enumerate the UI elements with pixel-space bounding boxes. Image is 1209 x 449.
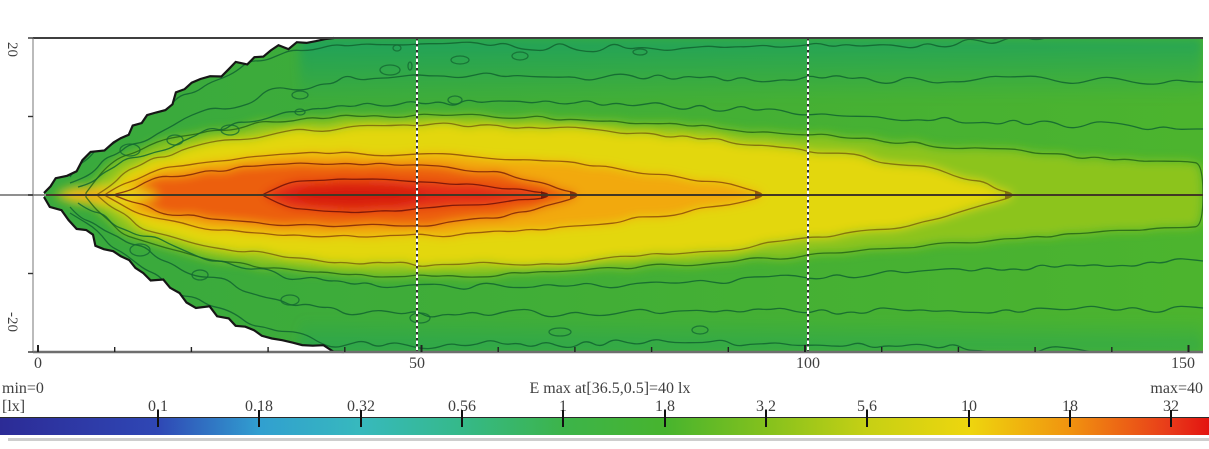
contour-blob — [511, 51, 529, 61]
contour-0.56 — [69, 38, 1096, 178]
contour-blob — [632, 48, 648, 56]
colorbar-tick — [664, 410, 666, 427]
x-tick-label: 50 — [409, 355, 425, 372]
colorbar-tick — [360, 410, 362, 427]
beam-edge-upper — [43, 36, 335, 194]
x-tick-label: 0 — [34, 355, 42, 372]
colorbar-tick — [461, 410, 463, 427]
contour-1.8 — [77, 99, 1203, 188]
colorbar-label: 5.6 — [857, 398, 877, 415]
beam-edge-lower — [43, 196, 345, 354]
colorbar-label: 0.56 — [448, 398, 476, 415]
contour-blob — [392, 44, 402, 52]
contour-blob — [220, 124, 240, 136]
colorbar-tick — [866, 410, 868, 427]
contour-blob — [291, 90, 309, 100]
colorbar-tick — [258, 410, 260, 427]
contour-blob — [447, 95, 463, 105]
colorbar-tick — [157, 410, 159, 427]
contour-blob — [450, 55, 470, 65]
min-value-label: min=0 — [2, 380, 44, 397]
colorbar-label: 1 — [559, 398, 567, 415]
axes — [28, 37, 1203, 354]
contour-blob — [280, 294, 300, 306]
unit-label: [lx] — [2, 398, 26, 415]
x-tick-label: 100 — [796, 355, 820, 372]
colorbar-tick — [968, 410, 970, 427]
contour-blob — [379, 64, 401, 76]
colorbar-tick — [562, 410, 564, 427]
contour-blob — [691, 325, 709, 335]
colorbar-tick — [1069, 410, 1071, 427]
x-tick-label: 150 — [1171, 355, 1195, 372]
colorbar-gradient — [0, 417, 1209, 435]
contour-1 — [69, 72, 1203, 184]
colorbar-label: 1.8 — [655, 398, 675, 415]
colorbar-label: 18 — [1062, 398, 1078, 415]
contour-blob — [119, 143, 141, 157]
y-axis-bottom-label: -20 — [4, 312, 20, 332]
colorbar-label: 0.18 — [245, 398, 273, 415]
contour-1 — [69, 206, 1203, 318]
colorbar-tick — [765, 410, 767, 427]
colorbar-label: 32 — [1163, 398, 1179, 415]
y-axis-top-label: 20 — [4, 42, 20, 57]
contour-blob — [166, 134, 184, 146]
colorbar-label: 3.2 — [756, 398, 776, 415]
colorbar-tick — [1170, 410, 1172, 427]
contour-blob — [407, 61, 413, 71]
max-value-label: max=40 — [1150, 380, 1203, 397]
contour-blob — [409, 312, 431, 324]
colorbar-label: 0.1 — [148, 398, 168, 415]
contour-1.8 — [77, 202, 1203, 290]
contour-blob — [129, 243, 151, 257]
colorbar-label: 0.32 — [347, 398, 375, 415]
contour-0.56 — [69, 212, 1096, 352]
contour-blob — [548, 327, 572, 337]
e-max-annotation: E max at[36.5,0.5]=40 lx — [529, 380, 691, 397]
contour-blob — [191, 269, 209, 281]
contour-blob — [294, 108, 306, 116]
colorbar-label: 10 — [961, 398, 977, 415]
colorbar-shadow — [8, 438, 1209, 441]
